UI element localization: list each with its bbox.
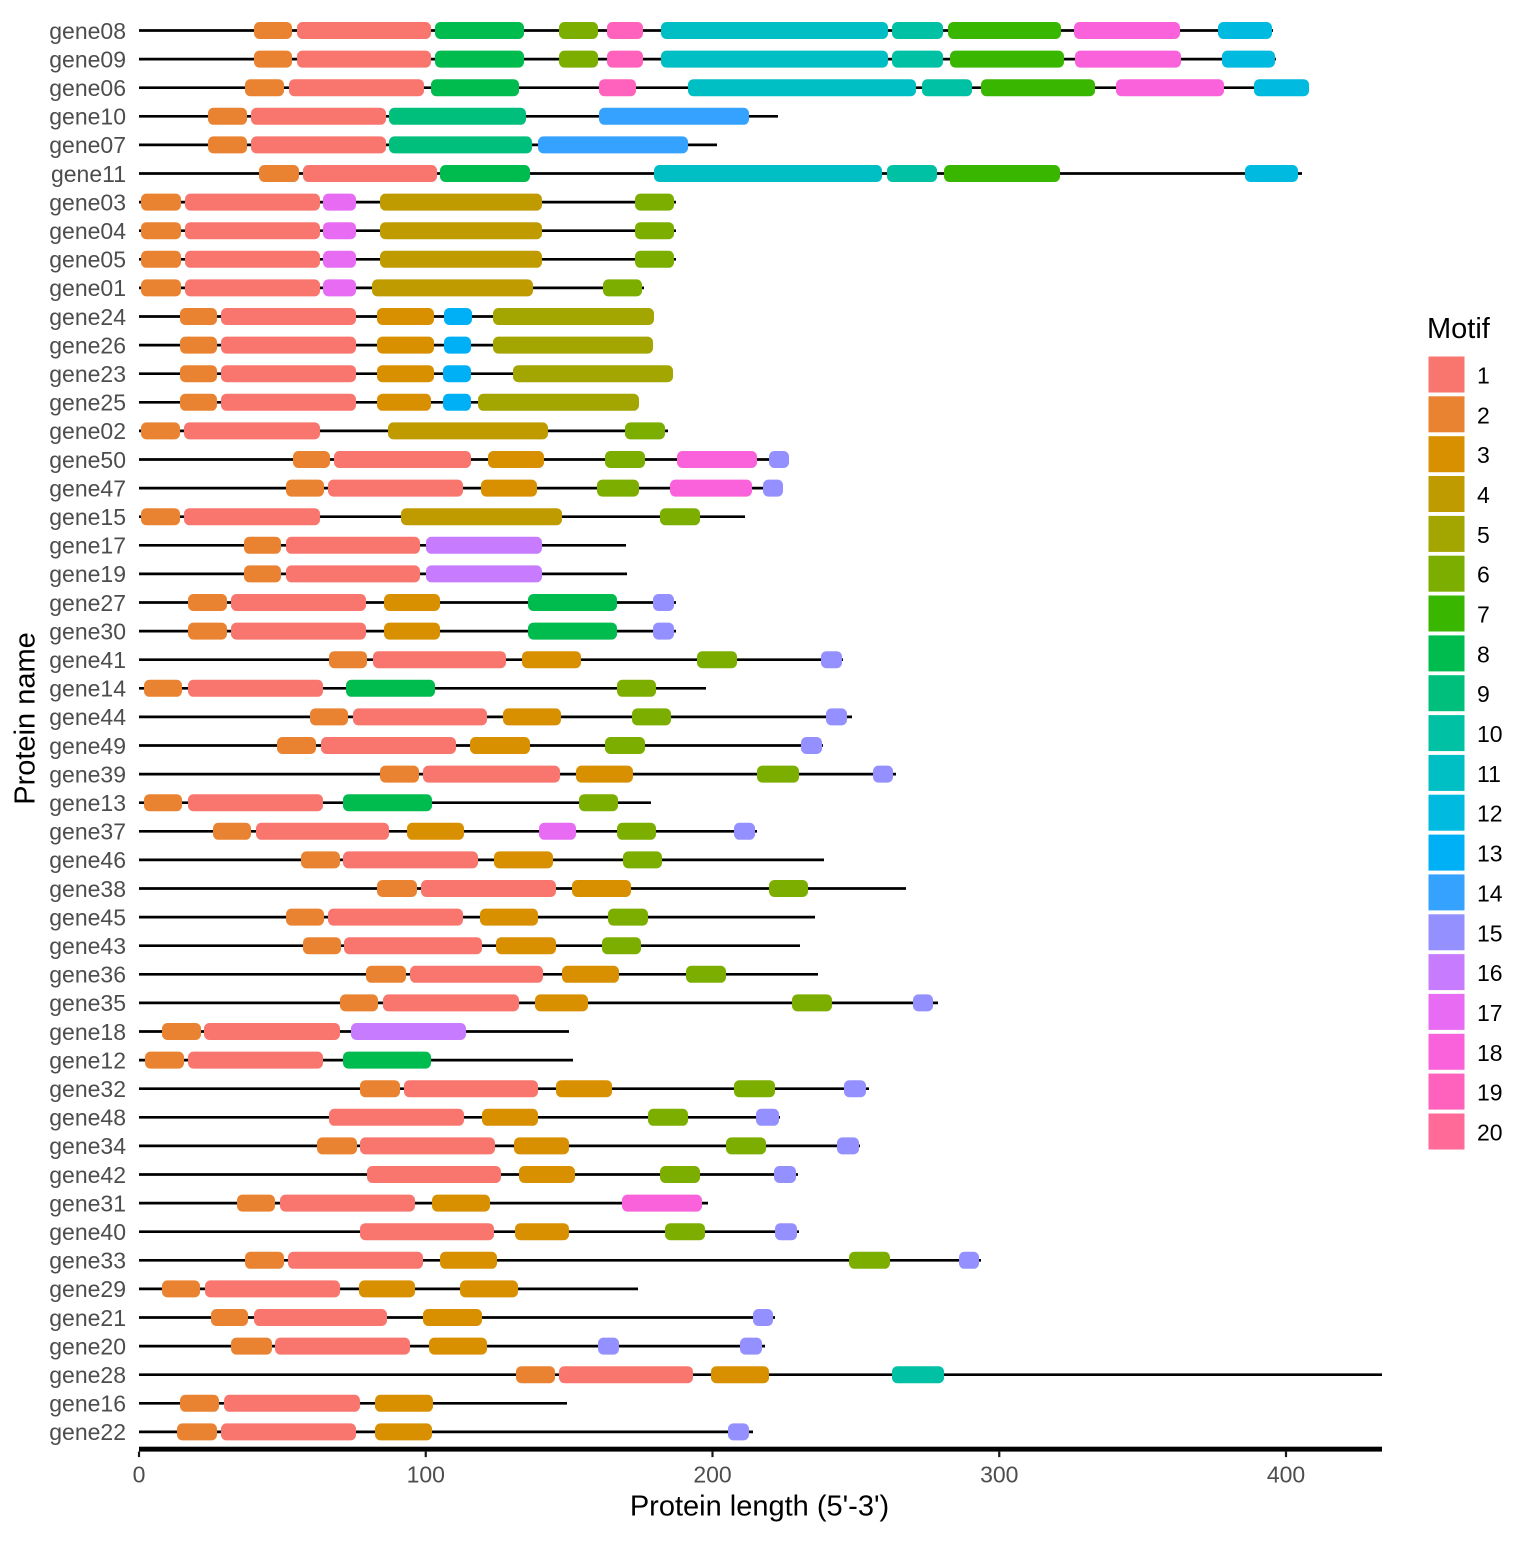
svg-text:gene23: gene23 xyxy=(49,361,126,387)
svg-text:gene16: gene16 xyxy=(49,1391,126,1417)
svg-text:12: 12 xyxy=(1477,801,1503,827)
svg-text:16: 16 xyxy=(1477,960,1503,986)
svg-text:gene20: gene20 xyxy=(49,1333,126,1359)
svg-text:gene19: gene19 xyxy=(49,561,126,587)
svg-text:14: 14 xyxy=(1477,880,1503,906)
svg-text:gene28: gene28 xyxy=(49,1362,126,1388)
svg-text:gene18: gene18 xyxy=(49,1019,126,1045)
svg-text:gene07: gene07 xyxy=(49,132,126,158)
svg-text:gene34: gene34 xyxy=(49,1133,126,1159)
svg-text:400: 400 xyxy=(1267,1462,1305,1488)
svg-text:gene36: gene36 xyxy=(49,962,126,988)
svg-text:gene35: gene35 xyxy=(49,990,126,1016)
svg-text:gene27: gene27 xyxy=(49,590,126,616)
svg-text:gene42: gene42 xyxy=(49,1162,126,1188)
svg-text:gene40: gene40 xyxy=(49,1219,126,1245)
svg-text:gene31: gene31 xyxy=(49,1190,126,1216)
svg-text:gene30: gene30 xyxy=(49,618,126,644)
svg-text:gene38: gene38 xyxy=(49,876,126,902)
svg-text:2: 2 xyxy=(1477,402,1490,428)
svg-text:gene25: gene25 xyxy=(49,390,126,416)
svg-text:20: 20 xyxy=(1477,1120,1503,1146)
svg-text:0: 0 xyxy=(133,1462,146,1488)
svg-text:gene39: gene39 xyxy=(49,761,126,787)
svg-text:5: 5 xyxy=(1477,522,1490,548)
svg-text:gene48: gene48 xyxy=(49,1105,126,1131)
svg-text:17: 17 xyxy=(1477,1000,1503,1026)
svg-text:gene43: gene43 xyxy=(49,933,126,959)
svg-text:gene45: gene45 xyxy=(49,904,126,930)
svg-text:gene15: gene15 xyxy=(49,504,126,530)
svg-text:gene22: gene22 xyxy=(49,1419,126,1445)
svg-text:gene46: gene46 xyxy=(49,847,126,873)
svg-text:gene11: gene11 xyxy=(51,161,126,187)
svg-text:gene02: gene02 xyxy=(49,418,126,444)
svg-text:10: 10 xyxy=(1477,721,1503,747)
svg-text:200: 200 xyxy=(693,1462,731,1488)
svg-text:gene50: gene50 xyxy=(49,447,126,473)
svg-text:Motif: Motif xyxy=(1427,313,1491,345)
svg-text:1: 1 xyxy=(1477,363,1490,389)
svg-text:gene04: gene04 xyxy=(49,218,126,244)
svg-text:gene47: gene47 xyxy=(49,475,126,501)
svg-text:4: 4 xyxy=(1477,482,1490,508)
svg-text:Protein name: Protein name xyxy=(10,632,42,805)
svg-text:Protein length (5'-3'): Protein length (5'-3') xyxy=(630,1491,889,1523)
svg-text:11: 11 xyxy=(1477,761,1501,787)
svg-text:gene26: gene26 xyxy=(49,332,126,358)
svg-text:15: 15 xyxy=(1477,920,1503,946)
svg-text:100: 100 xyxy=(407,1462,445,1488)
svg-text:6: 6 xyxy=(1477,562,1490,588)
svg-text:13: 13 xyxy=(1477,841,1503,867)
svg-text:gene10: gene10 xyxy=(49,104,126,130)
svg-text:3: 3 xyxy=(1477,442,1490,468)
svg-text:gene33: gene33 xyxy=(49,1248,126,1274)
svg-text:8: 8 xyxy=(1477,641,1490,667)
svg-text:gene05: gene05 xyxy=(49,247,126,273)
svg-text:19: 19 xyxy=(1477,1080,1503,1106)
svg-text:gene06: gene06 xyxy=(49,75,126,101)
svg-text:gene17: gene17 xyxy=(49,533,126,559)
svg-text:gene49: gene49 xyxy=(49,733,126,759)
svg-text:gene08: gene08 xyxy=(49,18,126,44)
svg-text:gene01: gene01 xyxy=(49,275,126,301)
svg-text:gene13: gene13 xyxy=(49,790,126,816)
svg-text:7: 7 xyxy=(1477,602,1490,628)
svg-text:18: 18 xyxy=(1477,1040,1503,1066)
svg-text:gene09: gene09 xyxy=(49,46,126,72)
svg-text:gene24: gene24 xyxy=(49,304,126,330)
svg-text:9: 9 xyxy=(1477,681,1490,707)
svg-text:gene21: gene21 xyxy=(49,1305,126,1331)
svg-text:gene32: gene32 xyxy=(49,1076,126,1102)
svg-text:gene44: gene44 xyxy=(49,704,126,730)
svg-text:gene03: gene03 xyxy=(49,189,126,215)
svg-text:gene29: gene29 xyxy=(49,1276,126,1302)
svg-text:300: 300 xyxy=(980,1462,1018,1488)
svg-text:gene41: gene41 xyxy=(49,647,126,673)
svg-text:gene14: gene14 xyxy=(49,676,126,702)
svg-text:gene37: gene37 xyxy=(49,819,126,845)
svg-text:gene12: gene12 xyxy=(49,1047,126,1073)
